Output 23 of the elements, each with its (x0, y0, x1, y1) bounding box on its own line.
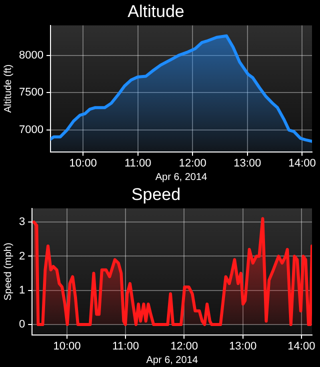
x-tick-label: 14:00 (288, 340, 316, 352)
y-axis-title: Speed (mph) (2, 242, 14, 301)
y-tick-label: 2 (18, 250, 26, 262)
x-tick-label: 13:00 (229, 340, 257, 352)
x-tick-label: 14:00 (288, 157, 316, 170)
y-tick-label: 8000 (18, 49, 44, 62)
chart-title: Speed (131, 184, 181, 204)
y-tick-label: 0 (18, 318, 26, 331)
x-tick-label: 10:00 (69, 157, 97, 170)
x-tick-label: 10:00 (53, 340, 81, 352)
x-tick-label: 12:00 (178, 157, 206, 170)
x-tick-label: 11:00 (124, 157, 152, 170)
x-tick-label: 13:00 (234, 157, 262, 170)
y-tick-label: 7500 (18, 86, 44, 99)
chart-title: Altitude (128, 2, 184, 21)
x-tick-label: 11:00 (112, 340, 139, 352)
x-axis-title: Apr 6, 2014 (146, 354, 198, 366)
x-tick-label: 12:00 (170, 340, 198, 352)
y-tick-label: 3 (18, 216, 26, 228)
y-tick-label: 1 (18, 284, 26, 296)
x-axis-title: Apr 6, 2014 (155, 172, 208, 183)
y-tick-label: 7000 (18, 124, 44, 136)
y-axis-title: Altitude (ft) (2, 64, 14, 113)
